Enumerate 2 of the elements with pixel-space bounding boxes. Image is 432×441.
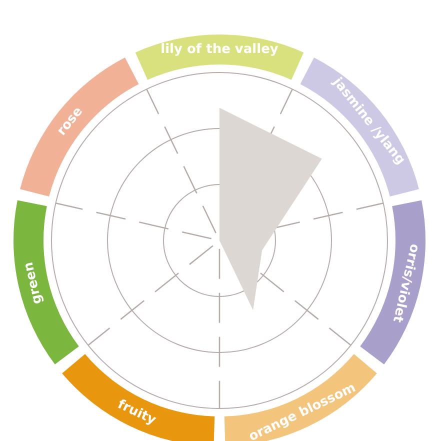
spoke-label: green — [21, 260, 46, 306]
spoke-label: lily of the valley — [160, 42, 279, 57]
